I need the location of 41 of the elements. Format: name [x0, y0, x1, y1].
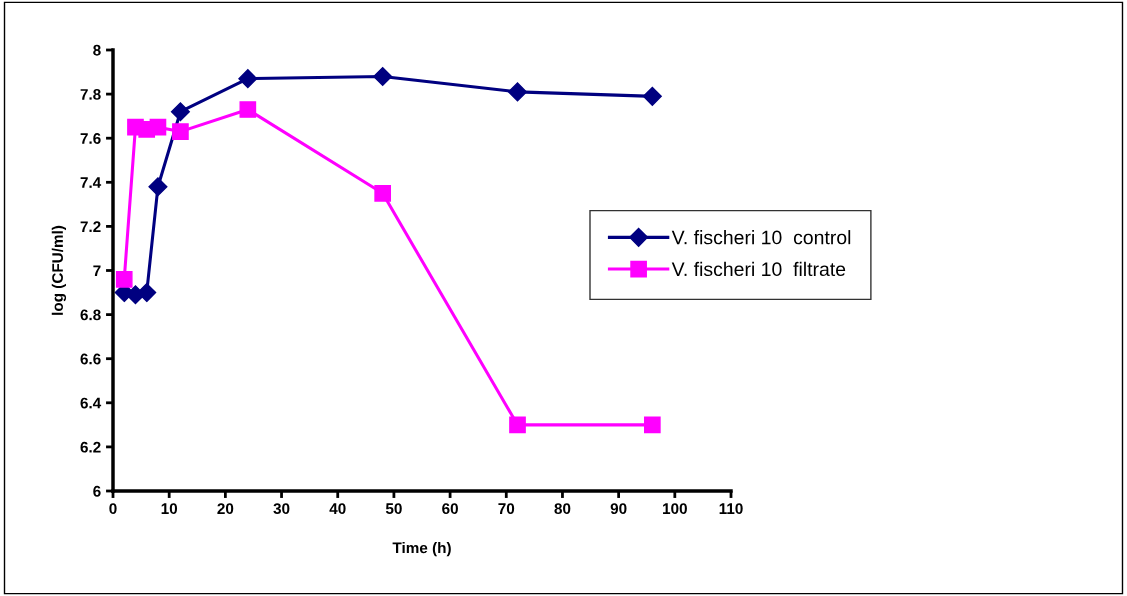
- point: [148, 177, 168, 197]
- y-tick-label: 6.4: [80, 397, 102, 409]
- x-tick-label: 80: [554, 503, 571, 515]
- y-tick-label: 8: [93, 44, 101, 56]
- x-tick-label: 50: [385, 503, 402, 515]
- x-tick-label: 0: [109, 503, 117, 515]
- x-tick-label: 20: [217, 503, 234, 515]
- point: [642, 86, 662, 106]
- x-tick-label: 70: [498, 503, 515, 515]
- point: [137, 283, 157, 303]
- x-tick-label: 110: [719, 503, 743, 515]
- legend-label: V. fischeri 10 filtrate: [671, 261, 846, 277]
- y-tick-label: 7.4: [80, 177, 102, 188]
- x-tick-label: 90: [610, 503, 627, 515]
- point: [238, 69, 258, 89]
- y-tick-label: 6.2: [80, 441, 101, 453]
- y-tick-label: 6.8: [80, 309, 101, 321]
- point: [172, 123, 189, 140]
- x-tick-label: 60: [442, 503, 458, 515]
- point: [644, 416, 661, 434]
- point: [149, 118, 167, 136]
- x-tick-label: 10: [161, 503, 178, 515]
- point: [170, 102, 190, 122]
- y-tick-label: 6.6: [80, 353, 101, 365]
- y-tick-label: 6: [93, 485, 101, 497]
- x-tick-label: 100: [663, 503, 687, 515]
- point: [509, 416, 526, 434]
- point: [239, 101, 257, 118]
- x-tick-label: 40: [329, 503, 346, 515]
- point: [507, 82, 528, 102]
- y-tick-label: 7.8: [80, 88, 101, 100]
- y-tick-label: 7: [93, 265, 101, 277]
- x-axis-title: Time (h): [392, 542, 451, 557]
- legend-label: V. fischeri 10 control: [671, 230, 851, 245]
- point: [115, 270, 133, 288]
- y-axis-title: log (CFU/ml): [51, 225, 67, 315]
- y-tick-label: 7.6: [80, 133, 101, 144]
- point: [373, 66, 393, 86]
- y-tick-label: 7.2: [80, 221, 101, 232]
- x-tick-label: 30: [273, 503, 290, 515]
- point: [374, 184, 392, 202]
